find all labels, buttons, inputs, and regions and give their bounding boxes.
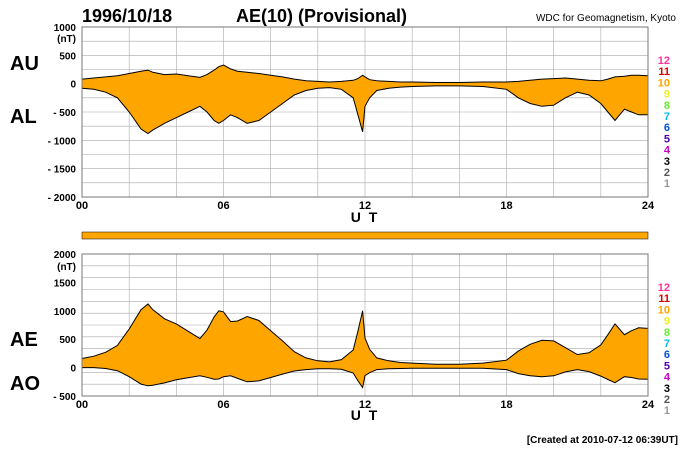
legend-number: 4 xyxy=(664,372,671,384)
y-tick-label: - 500 xyxy=(53,392,76,403)
legend-number: 1 xyxy=(664,405,670,417)
series-line-ao xyxy=(82,367,649,389)
y-tick-label: 500 xyxy=(59,335,76,346)
au-al-x-tick-labels: 00 06 12 18 24 xyxy=(76,200,655,212)
legend-number: 9 xyxy=(664,316,670,328)
legend-number: 5 xyxy=(664,360,670,372)
series-line-al xyxy=(81,85,648,135)
y-tick-label: - 500 xyxy=(53,108,76,119)
legend-number: 3 xyxy=(664,383,670,395)
y-tick-label: - 2000 xyxy=(48,193,77,204)
au-al-areas xyxy=(81,64,649,135)
legend-number: 6 xyxy=(664,349,670,361)
x-tick-label: 18 xyxy=(500,399,512,411)
y-tick-label: - 1500 xyxy=(48,165,77,176)
x-tick-label: 00 xyxy=(76,399,88,411)
legend-number: 1 xyxy=(664,178,670,190)
y-tick-label: - 1000 xyxy=(48,136,77,147)
x-tick-label: 06 xyxy=(217,399,229,411)
series-line-ae xyxy=(81,303,649,365)
legend-number: 5 xyxy=(664,133,670,145)
y-tick-label: 1000 xyxy=(54,307,77,318)
legend-number: 7 xyxy=(664,111,670,123)
x-tick-label: 24 xyxy=(642,399,655,411)
date-title: 1996/10/18 xyxy=(82,6,172,26)
y-tick-label: 0 xyxy=(70,80,76,91)
au-al-y-tick-labels: 1000 500 0 - 500 - 1000 - 1500 - 2000 xyxy=(48,23,77,204)
legend-number: 8 xyxy=(664,327,670,339)
source-label: WDC for Geomagnetism, Kyoto xyxy=(536,13,676,24)
y-tick-label: 0 xyxy=(70,364,76,375)
created-timestamp: [Created at 2010-07-12 06:39UT] xyxy=(527,435,678,446)
legend-number: 11 xyxy=(658,293,670,305)
au-al-unit-label: (nT) xyxy=(57,34,76,45)
x-tick-label: 24 xyxy=(642,200,655,212)
legend-number: 12 xyxy=(658,55,670,67)
x-tick-label: 18 xyxy=(500,200,512,212)
y-tick-label: 2000 xyxy=(54,250,77,261)
legend-number: 11 xyxy=(658,66,670,78)
index-title: AE(10) (Provisional) xyxy=(236,6,407,26)
al-label: AL xyxy=(10,106,37,128)
x-tick-label: 12 xyxy=(359,399,371,411)
x-tick-label: 06 xyxy=(217,200,229,212)
legend-number: 9 xyxy=(664,89,670,101)
legend-number: 12 xyxy=(658,282,670,294)
ao-label: AO xyxy=(10,373,40,395)
separator-bar xyxy=(81,231,649,240)
legend-number: 10 xyxy=(658,77,670,89)
filled-area-ae-ao xyxy=(82,304,648,388)
x-tick-label: 12 xyxy=(359,200,371,212)
legend-number: 7 xyxy=(664,338,670,350)
legend-number: 4 xyxy=(664,145,671,157)
ae-ao-areas xyxy=(81,303,649,389)
ae-ao-x-tick-labels: 00 06 12 18 24 xyxy=(76,399,655,411)
legend-number: 2 xyxy=(664,167,670,179)
ae-ao-frame xyxy=(81,253,649,397)
legend-number: 10 xyxy=(658,304,670,316)
au-al-frame xyxy=(81,26,649,198)
y-tick-label: 1000 xyxy=(54,23,77,34)
au-label: AU xyxy=(10,53,39,75)
au-al-x-axis-label: U T xyxy=(351,209,380,225)
ae-label: AE xyxy=(10,329,38,351)
y-tick-label: 500 xyxy=(59,51,76,62)
ae-ao-y-tick-labels: 2000 1500 1000 500 0 - 500 xyxy=(53,250,76,403)
series-line-au xyxy=(81,64,649,83)
x-tick-label: 00 xyxy=(76,200,88,212)
legend-number: 3 xyxy=(664,156,670,168)
ae-ao-x-axis-label: U T xyxy=(351,407,380,423)
ae-ao-unit-label: (nT) xyxy=(57,262,76,273)
legend-number: 8 xyxy=(664,100,670,112)
y-tick-label: 1500 xyxy=(54,278,77,289)
legend-number: 2 xyxy=(664,394,670,406)
legend-number: 6 xyxy=(664,122,670,134)
